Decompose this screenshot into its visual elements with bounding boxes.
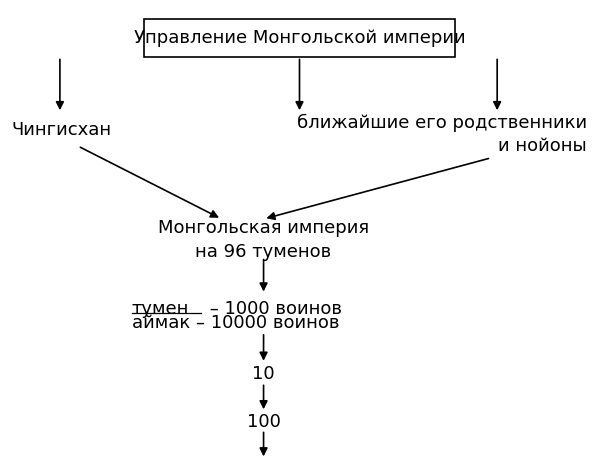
Text: – 1000 воинов: – 1000 воинов [204,300,341,317]
FancyBboxPatch shape [144,19,455,57]
Text: 10: 10 [252,365,275,383]
Text: Монгольская империя
на 96 туменов: Монгольская империя на 96 туменов [158,219,369,261]
Text: 100: 100 [247,413,280,430]
Text: ближайшие его родственники
и нойоны: ближайшие его родственники и нойоны [297,114,587,155]
Text: Управление Монгольской империи: Управление Монгольской империи [134,29,465,47]
Text: Чингисхан: Чингисхан [12,121,112,138]
Text: тумен: тумен [132,300,189,317]
Text: аймак – 10000 воинов: аймак – 10000 воинов [132,314,339,332]
